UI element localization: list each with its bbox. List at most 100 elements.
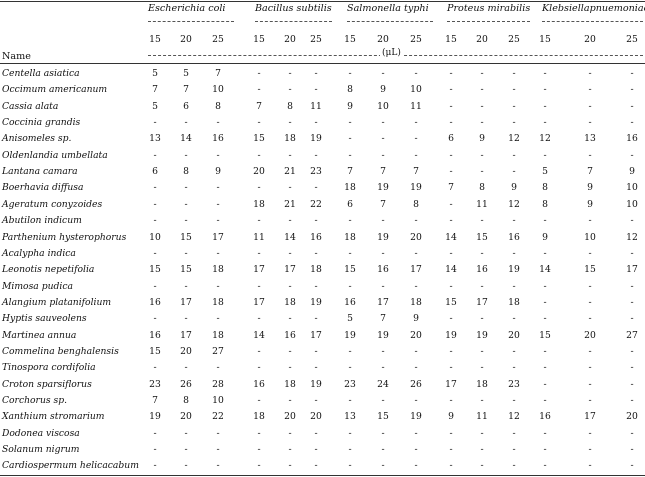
zone-value: -	[543, 378, 547, 390]
zone-value: -	[381, 362, 385, 374]
organism-underline	[148, 21, 234, 22]
zone-value: 19	[310, 378, 322, 390]
zone-value: -	[414, 117, 418, 129]
zone-value: -	[288, 362, 292, 374]
zone-value: -	[588, 427, 592, 439]
zone-value: -	[588, 460, 592, 472]
zone-value: -	[512, 427, 516, 439]
zone-value: 12	[539, 133, 551, 145]
zone-value: 8	[287, 100, 293, 112]
zone-value: -	[588, 280, 592, 292]
zone-value: 15	[180, 231, 192, 243]
zone-value: -	[414, 444, 418, 456]
zone-value: 8	[542, 182, 548, 194]
table-row: Cassia alata 5 6 8 7 8 11 9 10 11 - - - - - -	[0, 99, 645, 115]
zone-value: 20	[410, 329, 422, 341]
zone-value: -	[314, 362, 318, 374]
zone-value: -	[512, 345, 516, 357]
zone-value: 5	[183, 68, 189, 79]
table-row: Commelina benghalensis 15 20 27 - - - - - - - - - - - -	[0, 344, 645, 360]
zone-value: 14	[445, 231, 457, 243]
zone-value: 19	[310, 296, 322, 308]
zone-value: -	[257, 182, 261, 194]
organism-header: Bacillus subtilis	[255, 3, 332, 14]
zone-value: -	[414, 362, 418, 374]
zone-value: -	[588, 247, 592, 259]
table-row: Lantana camara 6 8 9 20 21 23 7 7 7 - - - 5 7 9	[0, 164, 645, 180]
zone-value: -	[348, 460, 352, 472]
zone-value: -	[216, 117, 220, 129]
zone-value: -	[480, 215, 484, 227]
table-top-rule	[0, 1, 645, 2]
zone-value: 16	[149, 296, 161, 308]
zone-value: -	[512, 68, 516, 79]
zone-value: -	[314, 182, 318, 194]
zone-value: 7	[380, 313, 386, 325]
zone-value: 20	[508, 329, 520, 341]
zone-value: -	[630, 117, 634, 129]
zone-value: -	[381, 395, 385, 406]
zone-value: -	[512, 280, 516, 292]
zone-value: -	[184, 198, 188, 210]
zone-value: 6	[152, 166, 158, 178]
zone-value: 17	[476, 296, 488, 308]
zone-value: 7	[413, 166, 419, 178]
zone-value: -	[216, 247, 220, 259]
zone-value: -	[512, 313, 516, 325]
plant-name: Croton sparsiflorus	[2, 378, 92, 390]
zone-value: -	[314, 444, 318, 456]
table-row: Oldenlandia umbellata - - - - - - - - - - - - - - -	[0, 148, 645, 164]
zone-value: 16	[476, 264, 488, 276]
zone-value: -	[480, 460, 484, 472]
zone-value: 26	[410, 378, 422, 390]
plant-name: Mimosa pudica	[2, 280, 73, 292]
zone-value: 13	[584, 133, 596, 145]
zone-value: -	[543, 296, 547, 308]
zone-value: -	[630, 149, 634, 161]
zone-value: 13	[149, 133, 161, 145]
zone-value: -	[257, 395, 261, 406]
zone-value: 18	[344, 231, 356, 243]
zone-value: 17	[253, 296, 265, 308]
zone-value: -	[216, 427, 220, 439]
zone-value: 12	[508, 198, 520, 210]
zone-value: -	[480, 362, 484, 374]
zone-value: -	[414, 345, 418, 357]
zone-value: -	[184, 215, 188, 227]
zone-value: -	[314, 215, 318, 227]
header-bottom-rule	[0, 63, 645, 64]
zone-value: 15	[180, 264, 192, 276]
zone-value: -	[153, 247, 157, 259]
zone-value: 20	[626, 411, 638, 423]
zone-value: -	[588, 395, 592, 406]
zone-value: -	[414, 427, 418, 439]
zone-value: 19	[310, 133, 322, 145]
zone-value: -	[588, 68, 592, 79]
zone-value: 9	[215, 166, 221, 178]
zone-value: 7	[183, 84, 189, 96]
zone-value: -	[288, 427, 292, 439]
plant-name: Corchorus sp.	[2, 395, 68, 406]
zone-value: -	[257, 215, 261, 227]
zone-value: -	[216, 198, 220, 210]
zone-value: -	[480, 427, 484, 439]
zone-value: 6	[347, 198, 353, 210]
zone-value: 17	[284, 264, 296, 276]
zone-value: 16	[377, 264, 389, 276]
zone-value: 7	[152, 395, 158, 406]
concentration-label: 25	[508, 34, 520, 45]
zone-value: 16	[253, 378, 265, 390]
zone-value: 17	[180, 329, 192, 341]
zone-value: -	[288, 84, 292, 96]
zone-value: -	[630, 313, 634, 325]
zone-value: 15	[344, 264, 356, 276]
zone-value: -	[449, 68, 453, 79]
zone-value: -	[314, 247, 318, 259]
zone-value: 9	[347, 100, 353, 112]
zone-value: -	[257, 362, 261, 374]
concentration-label: 15	[445, 34, 457, 45]
zone-value: -	[543, 100, 547, 112]
zone-value: 18	[253, 411, 265, 423]
zone-value: -	[153, 182, 157, 194]
zone-value: -	[257, 84, 261, 96]
